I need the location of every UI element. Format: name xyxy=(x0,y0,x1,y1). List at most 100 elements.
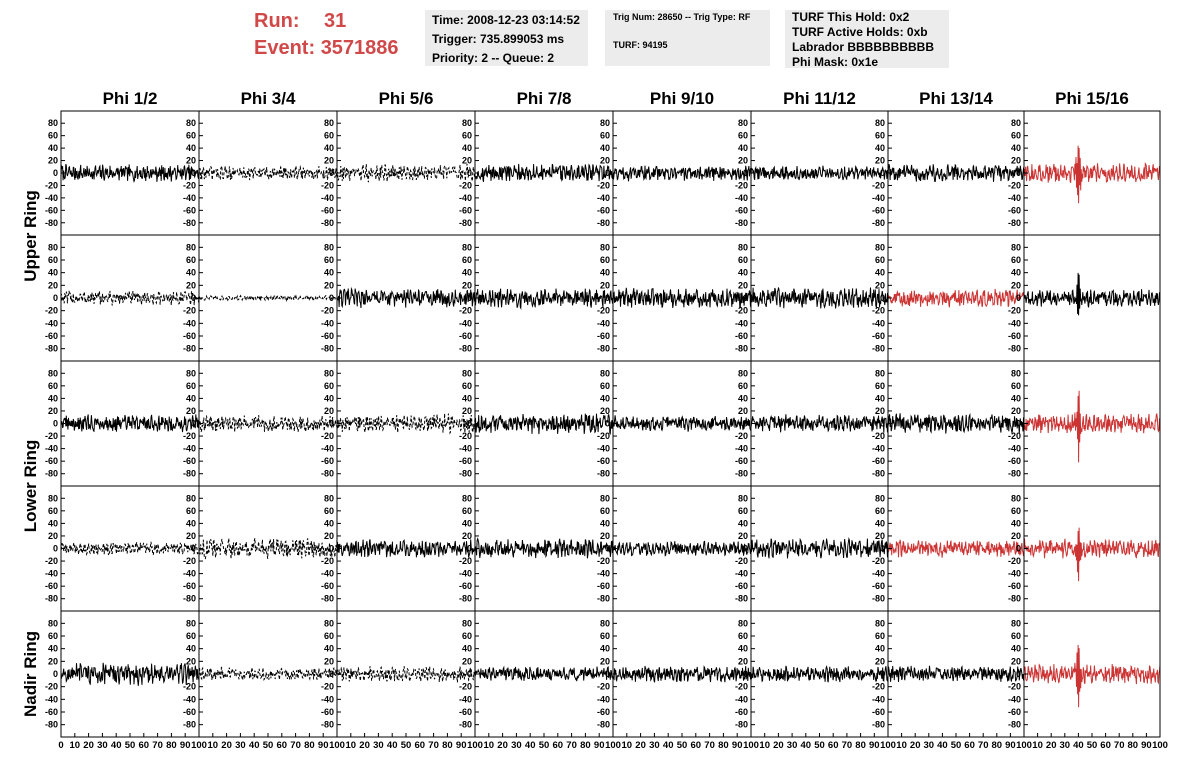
y-tick-label: 60 xyxy=(738,255,748,265)
y-tick-label: -60 xyxy=(183,707,196,717)
y-tick-label: -80 xyxy=(45,720,58,730)
waveform-trace xyxy=(750,165,889,181)
x-tick-label: 20 xyxy=(773,740,784,751)
waveform-trace xyxy=(612,415,752,432)
y-tick-label: -80 xyxy=(735,218,748,228)
y-tick-label: 60 xyxy=(324,381,334,391)
x-tick-label: 20 xyxy=(635,740,646,751)
y-tick-label: 60 xyxy=(462,131,472,141)
y-tick-label: 40 xyxy=(738,268,748,278)
y-tick-label: 80 xyxy=(1011,618,1021,628)
y-tick-label: 20 xyxy=(1011,656,1021,666)
y-tick-label: -80 xyxy=(459,469,472,479)
x-tick-label: 30 xyxy=(787,740,798,751)
y-tick-label: 40 xyxy=(48,644,58,654)
column-header: Phi 1/2 xyxy=(103,89,158,108)
y-tick-label: -60 xyxy=(321,205,334,215)
x-tick-label: 10 xyxy=(346,740,357,751)
y-tick-label: -80 xyxy=(735,594,748,604)
y-tick-label: 40 xyxy=(324,644,334,654)
y-tick-label: -60 xyxy=(45,456,58,466)
y-tick-label: 20 xyxy=(462,531,472,541)
y-tick-label: 0 xyxy=(743,544,748,554)
y-tick-label: -80 xyxy=(1008,218,1021,228)
x-tick-label: 50 xyxy=(125,740,136,751)
x-tick-label: 70 xyxy=(704,740,715,751)
y-tick-label: -20 xyxy=(735,682,748,692)
y-tick-label: -60 xyxy=(183,581,196,591)
y-tick-label: 80 xyxy=(462,242,472,252)
y-tick-label: 20 xyxy=(600,406,610,416)
y-tick-label: -80 xyxy=(183,344,196,354)
column-header: Phi 5/6 xyxy=(379,89,434,108)
x-tick-label: 90 xyxy=(180,740,191,751)
waveform-trace xyxy=(474,537,614,559)
y-tick-label: -80 xyxy=(45,218,58,228)
x-tick-label: 30 xyxy=(511,740,522,751)
x-tick-label: 30 xyxy=(924,740,935,751)
x-tick-label: 10 xyxy=(759,740,770,751)
waveform-trace xyxy=(1023,390,1161,463)
y-tick-label: 80 xyxy=(1011,368,1021,378)
y-tick-label: -80 xyxy=(321,469,334,479)
y-tick-label: 0 xyxy=(191,669,196,679)
y-tick-label: 60 xyxy=(462,381,472,391)
y-tick-label: -40 xyxy=(459,318,472,328)
y-tick-label: 40 xyxy=(462,644,472,654)
y-tick-label: -60 xyxy=(872,707,885,717)
x-tick-label: 10 xyxy=(484,740,495,751)
run-label: Run: xyxy=(254,10,300,32)
y-tick-label: -40 xyxy=(459,193,472,203)
x-tick-label: 80 xyxy=(304,740,315,751)
y-tick-label: 80 xyxy=(738,118,748,128)
x-tick-label: 60 xyxy=(828,740,839,751)
y-tick-label: 20 xyxy=(48,156,58,166)
y-tick-label: -40 xyxy=(597,318,610,328)
y-tick-label: -40 xyxy=(872,694,885,704)
y-tick-label: -40 xyxy=(1008,569,1021,579)
y-tick-label: 20 xyxy=(1011,156,1021,166)
y-tick-label: 0 xyxy=(880,669,885,679)
y-tick-label: 60 xyxy=(738,381,748,391)
x-tick-label: 50 xyxy=(1087,740,1098,751)
y-tick-label: -60 xyxy=(459,331,472,341)
y-tick-label: 80 xyxy=(875,493,885,503)
turf-active-holds-text: TURF Active Holds: 0xb xyxy=(792,25,928,39)
waveform-trace xyxy=(887,539,1025,558)
y-tick-label: -20 xyxy=(321,306,334,316)
y-tick-label: 0 xyxy=(329,669,334,679)
y-tick-label: -20 xyxy=(597,431,610,441)
y-tick-label: 40 xyxy=(324,518,334,528)
column-header: Phi 15/16 xyxy=(1055,89,1129,108)
y-tick-label: -20 xyxy=(735,180,748,190)
waveform-trace xyxy=(887,665,1025,682)
y-tick-label: 60 xyxy=(1011,131,1021,141)
y-tick-label: 20 xyxy=(48,531,58,541)
y-tick-label: 20 xyxy=(875,406,885,416)
y-tick-label: -40 xyxy=(183,444,196,454)
waveform-trace xyxy=(60,662,200,686)
y-tick-label: -40 xyxy=(872,318,885,328)
y-tick-label: 20 xyxy=(875,280,885,290)
y-tick-label: -80 xyxy=(321,594,334,604)
y-tick-label: 40 xyxy=(324,268,334,278)
y-tick-label: -60 xyxy=(45,581,58,591)
x-tick-label: 90 xyxy=(594,740,605,751)
waveform-trace xyxy=(198,415,338,433)
y-tick-label: -20 xyxy=(1008,431,1021,441)
y-tick-label: -80 xyxy=(321,720,334,730)
y-tick-label: 80 xyxy=(738,493,748,503)
run-value: 31 xyxy=(324,10,347,32)
y-tick-label: 60 xyxy=(462,506,472,516)
x-tick-label: 20 xyxy=(910,740,921,751)
x-tick-label: 50 xyxy=(951,740,962,751)
waveform-trace xyxy=(887,412,1025,435)
y-tick-label: 60 xyxy=(875,131,885,141)
y-tick-label: 80 xyxy=(186,493,196,503)
y-tick-label: 60 xyxy=(186,631,196,641)
x-tick-label: 10 xyxy=(896,740,907,751)
y-tick-label: 40 xyxy=(875,644,885,654)
y-tick-label: 80 xyxy=(600,242,610,252)
x-tick-label: 40 xyxy=(249,740,260,751)
